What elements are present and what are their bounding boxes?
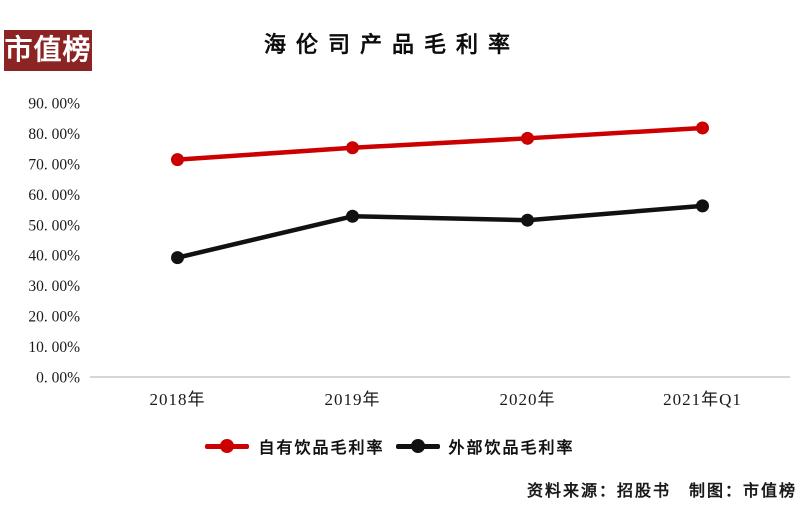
legend-label: 外部饮品毛利率: [448, 440, 575, 457]
y-tick-label: 50. 00%: [28, 217, 80, 234]
data-point: [696, 121, 709, 135]
data-point: [521, 213, 534, 227]
brand-logo-text: 市值榜: [4, 34, 92, 66]
data-point: [696, 199, 709, 213]
series-line-0: [175, 125, 705, 162]
y-tick-label: 40. 00%: [28, 248, 80, 265]
x-tick-label: 2018年: [150, 390, 206, 409]
series-line-1: [175, 203, 705, 260]
legend-label: 自有饮品毛利率: [258, 440, 385, 457]
legend-item-external-drinks: 外部饮品毛利率: [395, 434, 575, 458]
x-tick-label: 2019年: [325, 390, 381, 409]
y-tick-label: 90. 00%: [28, 96, 80, 113]
x-tick-label: 2021年Q1: [663, 390, 742, 409]
y-tick-label: 70. 00%: [28, 156, 80, 173]
brand-logo: 市值榜: [4, 30, 92, 71]
x-tick-label: 2020年: [500, 390, 556, 409]
y-tick-label: 30. 00%: [28, 278, 80, 295]
legend-dot-icon: [410, 439, 425, 453]
y-tick-label: 10. 00%: [28, 339, 80, 356]
chart-title: 海伦司产品毛利率: [263, 32, 520, 57]
legend-line-dot-icon: [205, 439, 250, 453]
data-point: [171, 153, 184, 167]
y-tick-label: 20. 00%: [28, 309, 80, 326]
data-point: [346, 141, 359, 155]
data-point: [346, 209, 359, 223]
legend-line-dot-icon: [395, 439, 440, 453]
data-point: [171, 251, 184, 265]
data-point: [521, 131, 534, 145]
legend-item-own-drinks: 自有饮品毛利率: [205, 434, 384, 458]
y-tick-label: 80. 00%: [28, 126, 80, 143]
legend-dot-icon: [220, 439, 235, 453]
y-tick-label: 0. 00%: [36, 370, 80, 387]
y-tick-label: 60. 00%: [28, 187, 80, 204]
legend: 自有饮品毛利率 外部饮品毛利率: [0, 434, 780, 458]
source-note: 资料来源：招股书 制图：市值榜: [526, 483, 797, 500]
